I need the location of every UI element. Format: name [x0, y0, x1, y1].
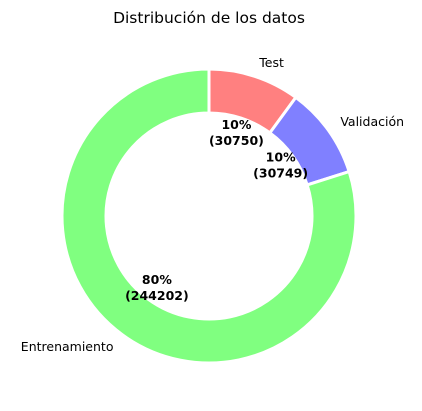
percent-label-entrenamiento: 80% (244202) — [125, 272, 189, 303]
count-value-validacion: (30749) — [253, 166, 308, 181]
percent-value-test: 10% — [221, 117, 251, 132]
slices-layer — [60, 67, 358, 365]
percent-label-validacion: 10% (30749) — [253, 150, 308, 181]
percent-value-validacion: 10% — [266, 150, 296, 165]
percent-label-test: 10% (30750) — [209, 117, 264, 148]
chart-title: Distribución de los datos — [113, 9, 305, 27]
category-label-validacion: Validación — [340, 114, 404, 129]
slice-entrenamiento — [60, 67, 358, 365]
category-label-test: Test — [258, 55, 284, 70]
count-value-test: (30750) — [209, 133, 264, 148]
category-label-entrenamiento: Entrenamiento — [21, 339, 114, 354]
count-value-entrenamiento: (244202) — [125, 288, 189, 303]
percent-value-entrenamiento: 80% — [142, 272, 172, 287]
